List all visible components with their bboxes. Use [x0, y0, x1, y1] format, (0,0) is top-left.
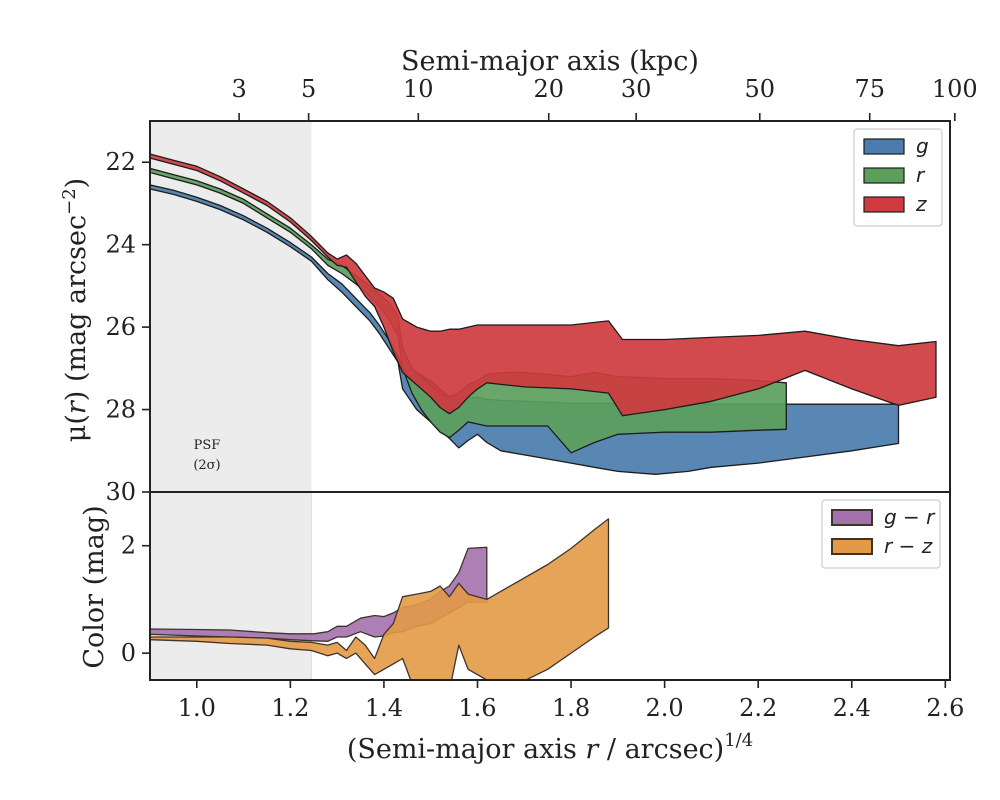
legend-swatch — [863, 138, 905, 155]
color-bands — [150, 518, 610, 680]
kpc-tick-label: 50 — [744, 75, 775, 103]
bottom-x-tick-label: 1.2 — [271, 694, 309, 722]
bottom-x-tick-label: 2.6 — [926, 694, 964, 722]
top-y-tick-label: 24 — [105, 231, 136, 259]
kpc-tick-label: 5 — [301, 75, 316, 103]
bottom-x-tick-label: 1.0 — [178, 694, 216, 722]
bottom-x-tick-label: 1.4 — [365, 694, 403, 722]
bottom-x-tick-label: 2.4 — [833, 694, 871, 722]
bottom-y-axis-title: Color (mag) — [79, 505, 110, 668]
bottom-panel-frame — [149, 491, 951, 681]
legend-label: g − r — [884, 505, 936, 529]
kpc-tick-label: 30 — [621, 75, 652, 103]
psf-shaded-region-color — [150, 492, 312, 680]
bottom-x-tick-label: 1.6 — [458, 694, 496, 722]
band-rz — [150, 518, 610, 680]
kpc-tick-label: 3 — [231, 75, 246, 103]
top-y-tick-label: 26 — [105, 313, 136, 341]
top-kpc-axis: 3 5 10 20 30 50 75 100 — [231, 75, 978, 121]
top-y-axis: 22 24 26 28 30 — [105, 148, 150, 506]
psf-label-line1: PSF — [194, 438, 221, 453]
legend-label: r — [916, 163, 926, 187]
bottom-x-axis: 1.0 1.2 1.4 1.6 1.8 2.0 2.2 2.4 2.6 — [178, 680, 964, 722]
bottom-x-tick-label: 2.0 — [646, 694, 684, 722]
legend-swatch — [831, 538, 873, 555]
bottom-x-tick-label: 2.2 — [739, 694, 777, 722]
surface-brightness-panel: PSF (2σ) 22 24 26 28 30 3 5 10 20 30 50 75 100 Semi… — [59, 46, 978, 506]
surface-brightness-bands — [150, 153, 937, 475]
top-y-tick-label: 30 — [105, 478, 136, 506]
kpc-tick-label: 75 — [854, 75, 885, 103]
top-y-axis-title: μ(r) (mag arcsec−2) — [59, 178, 92, 442]
legend-label: r − z — [884, 534, 933, 558]
legend-label: g — [916, 134, 929, 158]
legend-label: z — [915, 192, 927, 216]
color-panel: 02 1.0 1.2 1.4 1.6 1.8 2.0 2.2 2.4 2.6 Color (ma… — [79, 491, 964, 765]
band-z — [150, 153, 937, 417]
psf-label-line2: (2σ) — [193, 458, 220, 473]
top-axis-title: Semi-major axis (kpc) — [401, 46, 699, 77]
kpc-tick-label: 10 — [403, 75, 434, 103]
bottom-y-axis: 02 — [121, 532, 150, 667]
bottom-x-tick-label: 1.8 — [552, 694, 590, 722]
top-y-tick-label: 22 — [105, 148, 136, 176]
legend-swatch — [863, 167, 905, 184]
kpc-tick-label: 100 — [932, 75, 978, 103]
bottom-y-tick-label: 2 — [121, 532, 136, 560]
legend-swatch — [863, 196, 905, 213]
bottom-legend: g − r r − z — [821, 499, 941, 569]
kpc-tick-label: 20 — [533, 75, 564, 103]
top-legend: grz — [853, 128, 943, 227]
psf-region-rect-color — [150, 492, 312, 680]
legend-swatch — [831, 509, 873, 526]
bottom-x-axis-title: (Semi-major axis r / arcsec)1/4 — [347, 730, 753, 765]
top-y-tick-label: 28 — [105, 396, 136, 424]
bottom-y-tick-label: 0 — [121, 639, 136, 667]
